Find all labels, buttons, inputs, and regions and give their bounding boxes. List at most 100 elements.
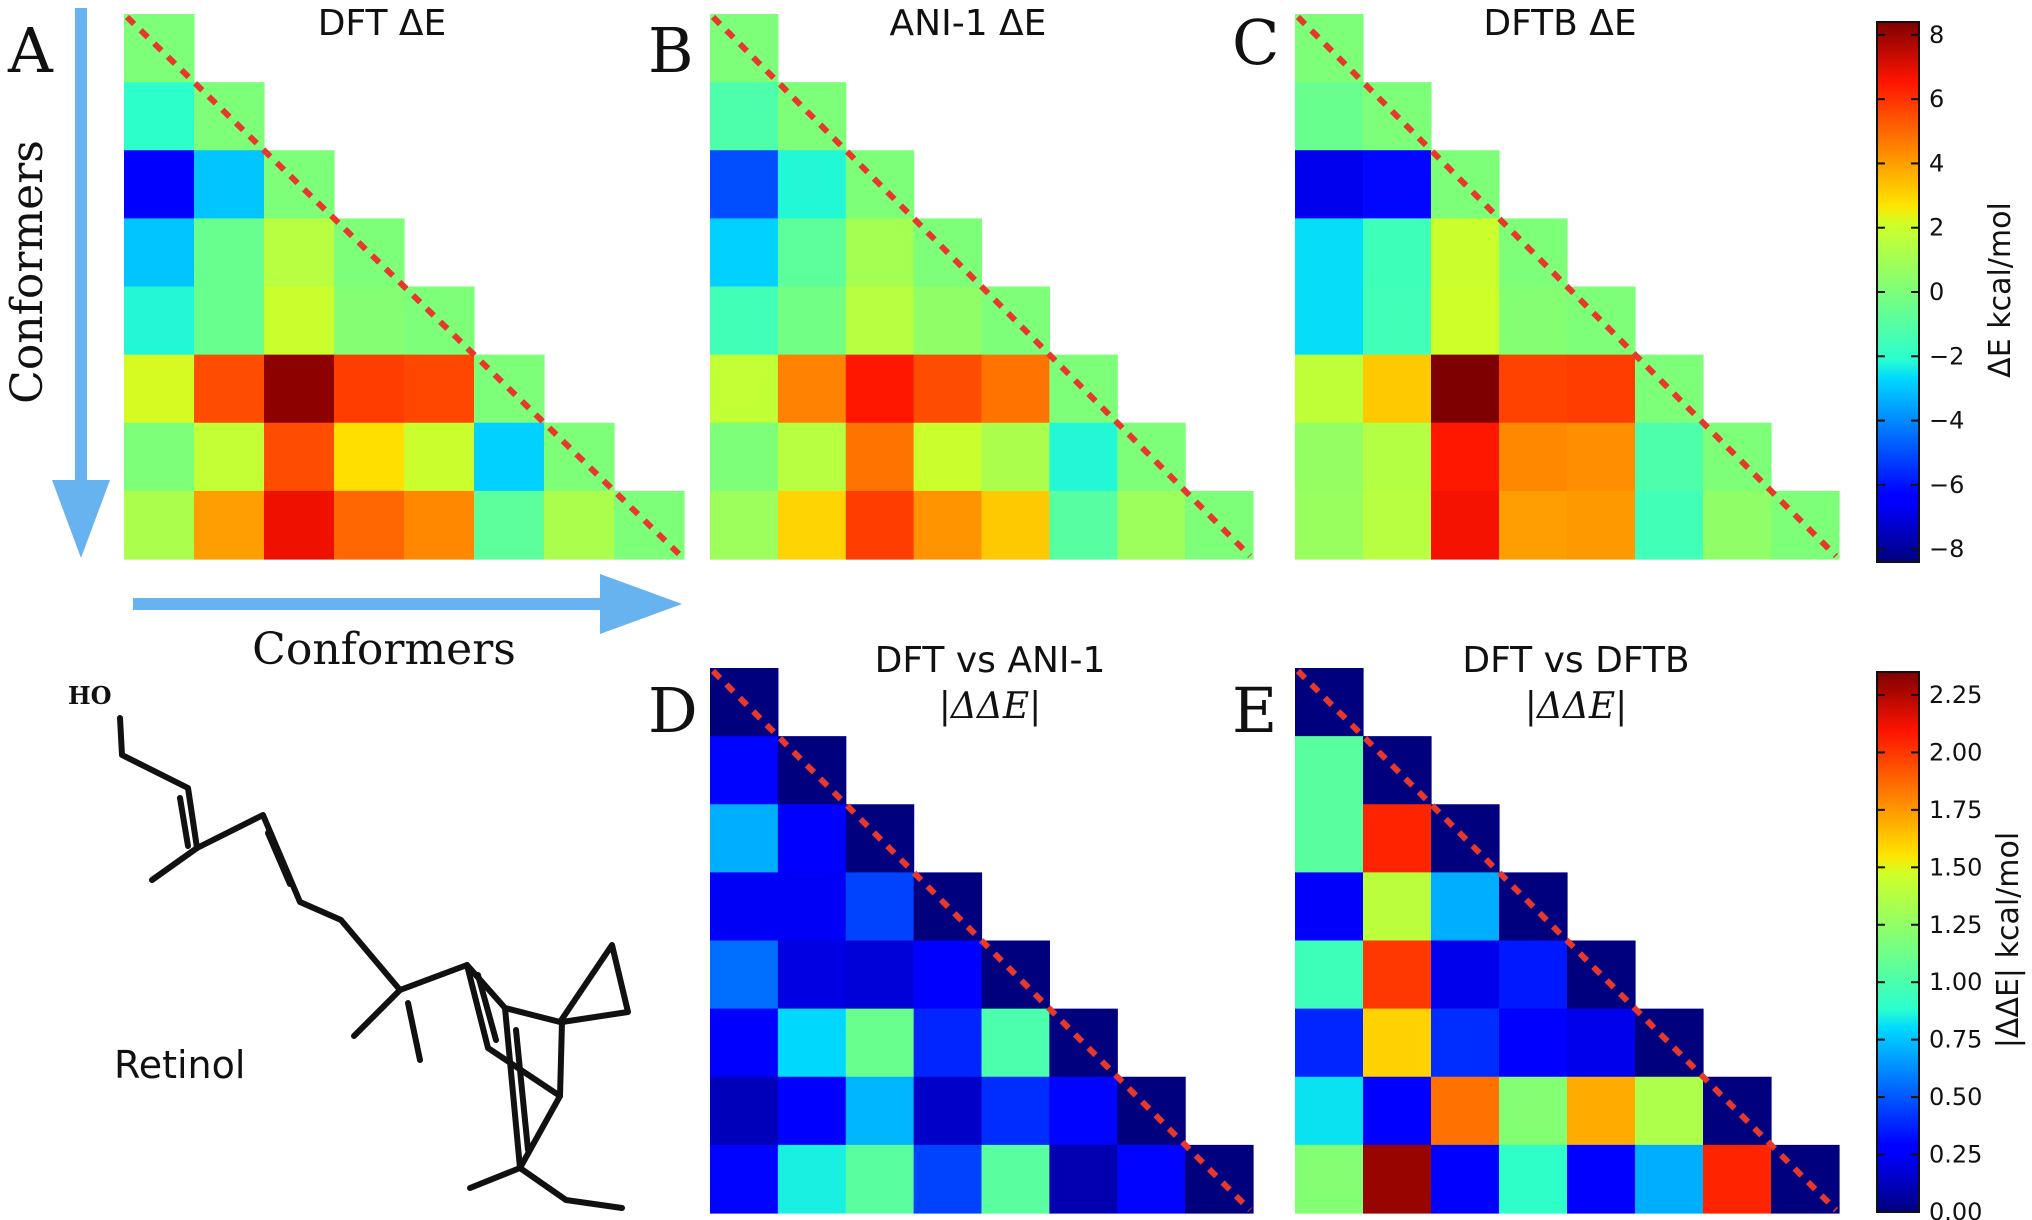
heatmap-cell <box>710 218 779 288</box>
heatmap-cell <box>1703 1144 1772 1214</box>
diagonal-line <box>710 14 1253 559</box>
x-axis-label: Conformers <box>252 624 516 675</box>
heatmap-cell <box>710 490 779 560</box>
subtitle-dft-vs-dftb: |ΔΔE| <box>1525 686 1628 727</box>
heatmap-cell <box>124 422 195 492</box>
heatmap-cell <box>1431 1076 1500 1146</box>
heatmap-cell <box>845 218 915 288</box>
colorbar-tick-label: 2.25 <box>1929 681 1982 709</box>
diagonal-line <box>124 14 684 559</box>
colorbar-tick-label: 1.50 <box>1929 853 1982 881</box>
heatmap-cell <box>1499 1144 1568 1214</box>
heatmap-ani1 <box>710 14 1254 560</box>
heatmap-cell <box>334 218 405 288</box>
heatmap-cell <box>777 872 847 942</box>
heatmap-cell <box>710 736 779 805</box>
heatmap-cell <box>404 490 475 560</box>
y-axis-arrow <box>52 8 110 558</box>
heatmap-cell <box>1295 736 1364 805</box>
heatmap-cell <box>845 1144 915 1214</box>
heatmap-cell <box>1431 872 1500 942</box>
diagonal-line <box>1295 668 1839 1213</box>
heatmap-dft <box>124 14 685 560</box>
heatmap-cell <box>1431 490 1500 560</box>
x-axis-arrow <box>133 574 682 634</box>
colorbar-tick-label: −2 <box>1929 342 1964 370</box>
heatmap-cell <box>981 354 1050 424</box>
heatmap-cell <box>1049 422 1118 492</box>
colorbar-tick-label: −4 <box>1929 407 1964 435</box>
heatmap-cell <box>474 422 545 492</box>
heatmap-cell <box>1295 286 1364 356</box>
heatmap-cell <box>124 82 195 151</box>
heatmap-cell <box>845 1008 915 1078</box>
heatmap-cell <box>913 354 983 424</box>
heatmap-cell <box>981 1008 1050 1078</box>
heatmap-cell <box>1431 422 1500 492</box>
colorbar-tick-label: 8 <box>1929 21 1944 49</box>
colorbar-dde: 2.25 2.00 1.75 1.50 1.25 1.00 0.75 0.50 0.25 0.00… <box>1876 671 2026 1220</box>
heatmap-cell <box>1363 1076 1432 1146</box>
heatmap-cell <box>1363 150 1432 219</box>
heatmap-cell <box>124 286 195 356</box>
heatmap-dft-vs-ani1 <box>710 668 1254 1214</box>
heatmap-cell <box>334 286 405 356</box>
heatmap-cell <box>194 422 265 492</box>
heatmap-cell <box>1567 490 1636 560</box>
heatmap-cell <box>264 422 335 492</box>
heatmap-cell <box>1295 940 1364 1010</box>
hydroxyl-label: HO <box>68 681 112 710</box>
heatmap-cell <box>710 940 779 1010</box>
colorbar-tick-label: −8 <box>1929 535 1964 563</box>
heatmap-cell <box>913 490 983 560</box>
colorbar-tick-label: 6 <box>1929 85 1944 113</box>
panel-letter-c: C <box>1232 6 1279 79</box>
heatmap-cell <box>1295 872 1364 942</box>
heatmap-cell <box>1567 422 1636 492</box>
title-dft: DFT ΔE <box>318 3 447 44</box>
heatmap-cell <box>1635 1076 1704 1146</box>
heatmap-cell <box>981 422 1050 492</box>
heatmap-cell <box>1431 354 1500 424</box>
colorbar-tick-label: 1.75 <box>1929 796 1982 824</box>
heatmap-cell <box>710 422 779 492</box>
heatmap-cell <box>845 1076 915 1146</box>
heatmap-cell <box>1363 422 1432 492</box>
heatmap-cell <box>194 286 265 356</box>
colorbar-dde-label: |ΔΔE| kcal/mol <box>1991 832 2026 1048</box>
heatmap-cell <box>845 490 915 560</box>
heatmap-cell <box>710 1008 779 1078</box>
heatmap-cell <box>1635 490 1704 560</box>
heatmap-cell <box>194 354 265 424</box>
heatmap-cell <box>1049 1076 1118 1146</box>
heatmap-cell <box>913 1076 983 1146</box>
heatmap-cell <box>845 422 915 492</box>
heatmap-cell <box>981 490 1050 560</box>
title-dft-vs-ani1: DFT vs ANI-1 <box>875 640 1106 681</box>
heatmap-cell <box>194 490 265 560</box>
heatmap-cell <box>777 1008 847 1078</box>
title-dft-vs-dftb: DFT vs DFTB <box>1462 640 1689 681</box>
heatmap-cell <box>1499 490 1568 560</box>
heatmap-cell <box>124 150 195 219</box>
heatmap-cell <box>1295 1144 1364 1214</box>
heatmap-cell <box>913 940 983 1010</box>
heatmap-cell <box>710 804 779 873</box>
heatmap-cell <box>913 286 983 356</box>
colorbar-tick-label: 1.25 <box>1929 911 1982 939</box>
heatmap-dft-vs-dftb <box>1295 668 1840 1214</box>
heatmap-cell <box>404 422 475 492</box>
heatmap-cell <box>124 354 195 424</box>
heatmap-cell <box>1499 354 1568 424</box>
heatmap-cell <box>777 422 847 492</box>
heatmap-cell <box>710 872 779 942</box>
panel-letter-a: A <box>7 14 54 87</box>
colorbar-tick-label: 0.25 <box>1929 1141 1982 1169</box>
colorbar-tick-label: 4 <box>1929 149 1944 177</box>
heatmap-cell <box>710 1144 779 1214</box>
heatmap-cell <box>334 354 405 424</box>
heatmap-dftb <box>1295 14 1840 560</box>
heatmap-cell <box>845 940 915 1010</box>
heatmap-cell <box>710 354 779 424</box>
